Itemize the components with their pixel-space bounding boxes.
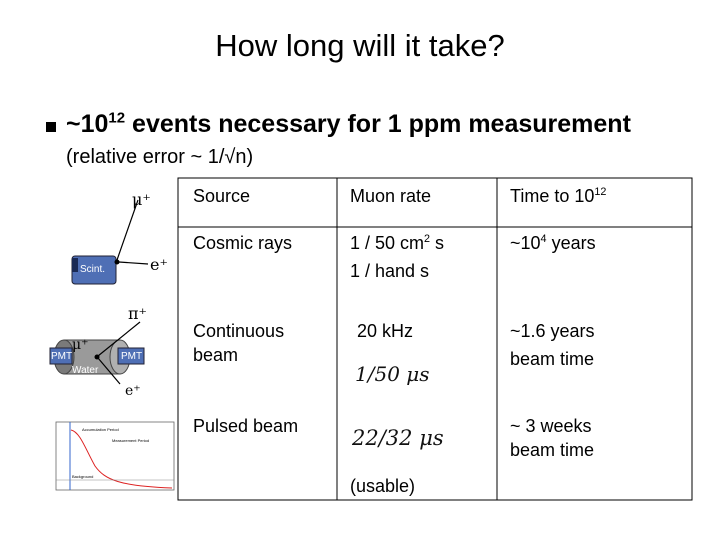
row-cosmic-rate-1-prefix: 1 / 50 cm xyxy=(350,233,425,253)
label-mu-plus-2: μ⁺ xyxy=(72,337,89,353)
bullet-square-icon xyxy=(46,122,56,132)
bullet-main-prefix: ~10 xyxy=(66,110,109,138)
electron-track-2 xyxy=(97,357,121,385)
bullet-main-suffix: events necessary for 1 ppm measurement xyxy=(125,110,631,138)
row-pulsed-time-2: beam time xyxy=(510,440,595,460)
row-pulsed-time-1: ~ 3 weeks xyxy=(510,416,592,436)
label-scint: Scint. xyxy=(80,264,106,275)
row-continuous-source-1: Continuous xyxy=(193,321,285,341)
row-cosmic-rate-1-suffix: s xyxy=(430,233,445,253)
thumb-label-meas: Measurement Period xyxy=(112,438,149,443)
bullet-main: ~1012 events necessary for 1 ppm measure… xyxy=(66,110,631,139)
row-cosmic-rate-1: 1 / 50 cm2 s xyxy=(350,229,444,257)
muon-stop-dot xyxy=(114,259,120,265)
row-cosmic-rate-2: 1 / hand s xyxy=(350,261,430,281)
decay-thumbnail-plot: Accumulation Period Measurement Period B… xyxy=(55,421,175,491)
row-continuous-rate: 20 kHz xyxy=(357,321,414,341)
pmt-right-box xyxy=(117,347,145,365)
label-e-plus: e⁺ xyxy=(150,255,168,274)
label-pi-plus: π⁺ xyxy=(128,304,147,323)
pmt-left-box xyxy=(49,347,73,365)
detector-diagram xyxy=(49,199,149,385)
row-continuous-time-1: ~1.6 years xyxy=(510,321,595,341)
header-time-prefix: Time to 10 xyxy=(510,186,595,206)
header-time-exp: 12 xyxy=(594,186,607,198)
bullet-sub: (relative error ~ 1/√n) xyxy=(66,146,254,168)
row-cosmic-time-exp: 4 xyxy=(540,233,547,245)
label-e-plus-2: e⁺ xyxy=(125,383,141,399)
thumb-decay-curve xyxy=(70,429,173,489)
header-rate: Muon rate xyxy=(350,186,432,206)
bullet-main-exp: 12 xyxy=(108,109,126,127)
row-cosmic-time-prefix: ~10 xyxy=(510,233,541,253)
row-pulsed-rate-note: (usable) xyxy=(350,476,416,496)
row-cosmic-time: ~104 years xyxy=(510,229,596,257)
thumb-label-bg: Background xyxy=(72,474,93,479)
header-time: Time to 1012 xyxy=(510,182,606,210)
label-pmt-right: PMT xyxy=(121,351,143,362)
scintillator-edge xyxy=(72,258,78,272)
muon-track xyxy=(116,199,139,261)
pion-track xyxy=(97,321,141,357)
row-cosmic-source: Cosmic rays xyxy=(193,233,293,253)
page-title: How long will it take? xyxy=(215,28,505,63)
row-continuous-source-2: beam xyxy=(193,345,239,365)
row-cosmic-rate-1-exp: 2 xyxy=(424,233,431,245)
header-source: Source xyxy=(193,186,251,206)
label-water: Water xyxy=(72,365,99,376)
thumb-label-accum: Accumulation Period xyxy=(82,427,119,432)
row-pulsed-rate-formula: 22/32 μs xyxy=(352,426,444,450)
label-pmt-left: PMT xyxy=(51,351,73,362)
row-continuous-rate-formula: 1/50 μs xyxy=(355,362,430,386)
label-mu-plus: μ⁺ xyxy=(132,190,151,209)
electron-track xyxy=(118,261,149,265)
thumb-frame xyxy=(55,421,175,491)
row-cosmic-time-suffix: years xyxy=(546,233,596,253)
row-continuous-time-2: beam time xyxy=(510,349,595,369)
row-pulsed-source: Pulsed beam xyxy=(193,416,299,436)
